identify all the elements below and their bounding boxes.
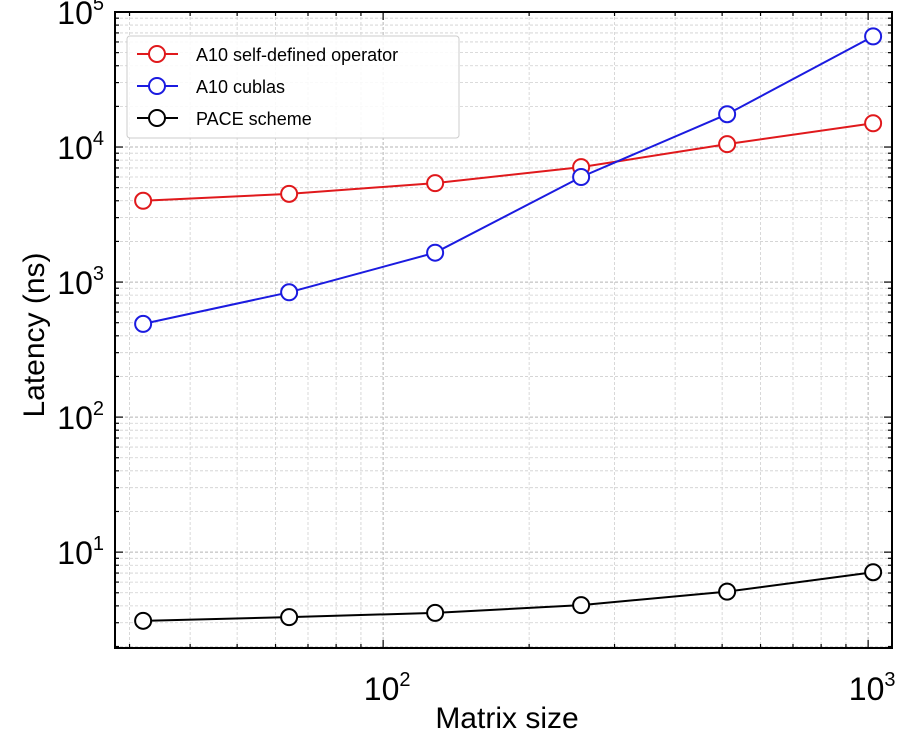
series-line [143,571,874,622]
data-point [280,283,299,302]
series-line [143,122,874,202]
legend-label: A10 cublas [196,77,285,97]
data-point [718,135,737,154]
x-tick-label: 102 [364,669,411,707]
data-point [864,27,883,46]
plot-frame [114,11,893,649]
series-line [142,35,874,325]
x-axis-title: Matrix size [435,702,578,735]
data-point [864,114,883,133]
y-tick-label: 105 [57,0,104,31]
series-layer [134,27,883,630]
data-point [718,105,737,124]
axis-ticks: 102 103 101 102 103 104 105 [57,0,895,707]
legend-box [126,35,460,139]
data-point [426,603,445,622]
y-tick-label: 102 [57,398,104,436]
data-point [280,608,299,627]
legend: A10 self-defined operator A10 cublas PACE … [126,35,460,139]
legend-label: PACE scheme [196,109,312,129]
data-point [134,191,153,210]
data-point [134,611,153,630]
legend-marker [148,45,166,63]
legend-label: A10 self-defined operator [196,45,398,65]
data-point [864,563,883,582]
data-point [426,174,445,193]
x-tick-label: 103 [849,669,896,707]
y-axis-title: Latency (ns) [18,252,51,417]
data-point [572,167,591,186]
legend-marker [148,109,166,127]
data-point [134,314,153,333]
y-tick-label: 104 [57,128,104,166]
legend-marker [148,77,166,95]
data-point [426,243,445,262]
data-point [280,184,299,203]
data-point [572,596,591,615]
y-tick-label: 101 [57,533,104,571]
data-point [718,582,737,601]
y-tick-label: 103 [57,263,104,301]
